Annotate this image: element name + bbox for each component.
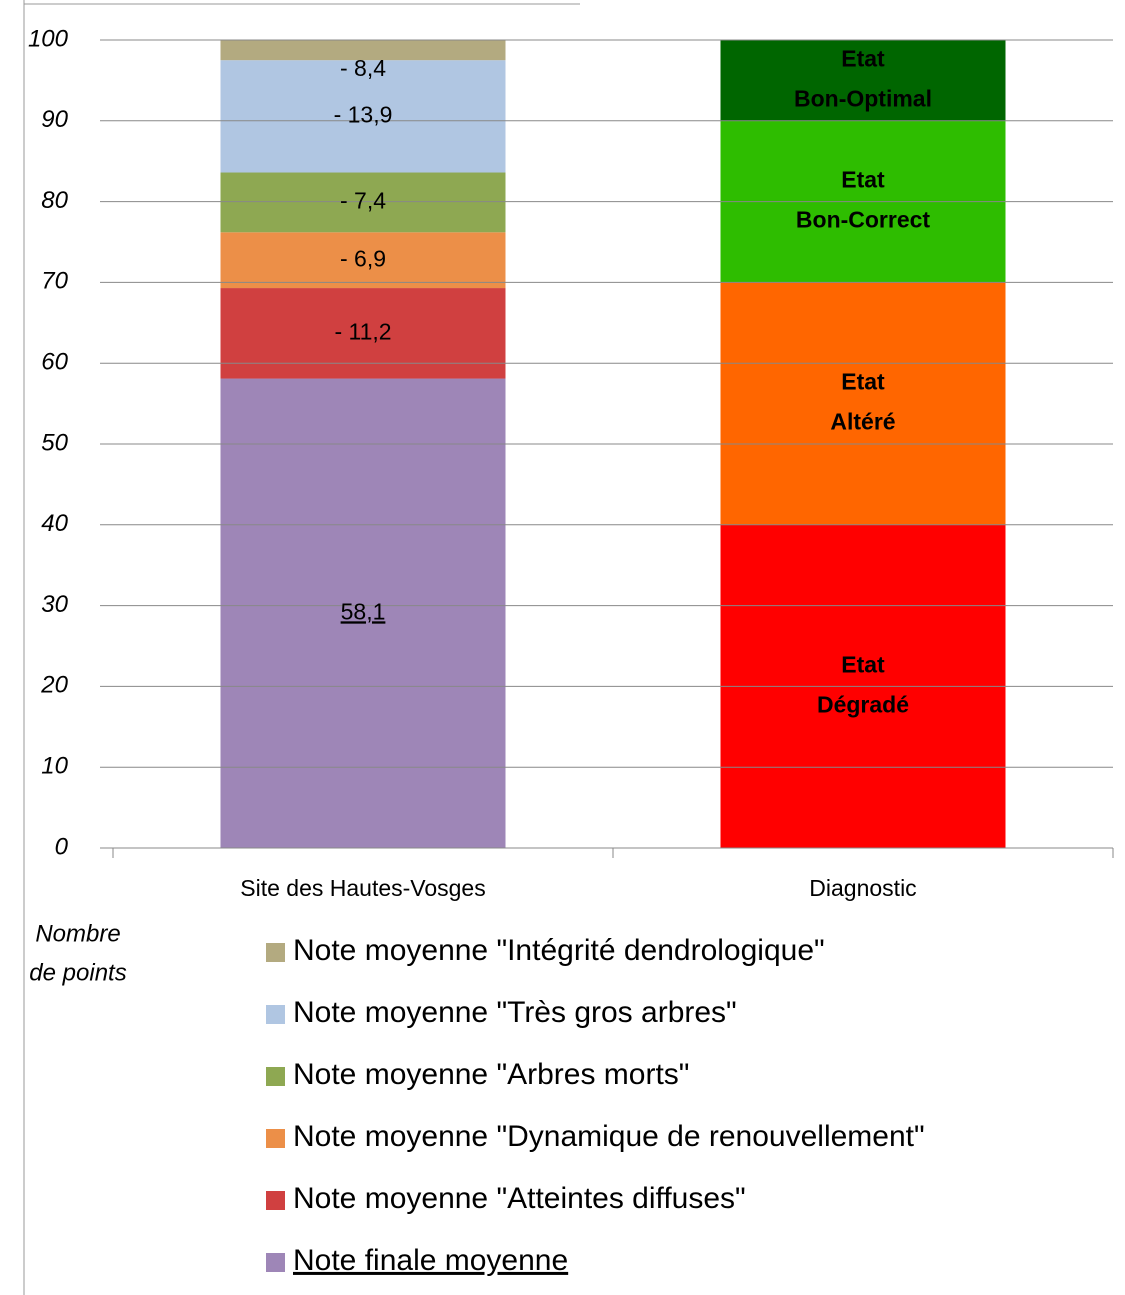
y-tick-label: 30	[41, 591, 68, 618]
zone-segment	[720, 40, 1006, 121]
zone-label: Etat	[841, 167, 885, 193]
zone-label: Bon-Optimal	[794, 85, 932, 111]
y-tick-label: 20	[40, 672, 68, 699]
data-label: - 11,2	[334, 318, 391, 344]
bar-segment	[220, 232, 506, 289]
legend-swatch	[266, 1129, 285, 1148]
y-tick-label: 40	[41, 510, 68, 537]
y-tick-label: 70	[41, 268, 68, 295]
y-axis-label: de points	[29, 959, 126, 986]
y-tick-label: 50	[41, 429, 68, 456]
y-axis-label: Nombre	[35, 920, 120, 947]
legend-swatch	[266, 1005, 285, 1024]
bar-segment	[220, 60, 506, 173]
data-label: - 13,9	[334, 101, 393, 127]
legend-label: Note moyenne "Très gros arbres"	[293, 996, 737, 1029]
zone-label: Bon-Correct	[796, 207, 931, 233]
legend-label: Note moyenne "Dynamique de renouvellemen…	[293, 1120, 925, 1153]
y-tick-label: 60	[41, 349, 68, 376]
y-tick-label: 100	[28, 25, 69, 52]
legend-swatch	[266, 943, 285, 962]
data-label: - 6,9	[340, 245, 386, 271]
legend-label: Note finale moyenne	[293, 1244, 568, 1277]
zone-segment	[720, 282, 1006, 525]
bar-segment	[220, 40, 506, 61]
bars	[220, 40, 1006, 848]
x-tick-label: Diagnostic	[809, 875, 916, 901]
zone-label: Etat	[841, 45, 885, 71]
legend-label: Note moyenne "Atteintes diffuses"	[293, 1182, 746, 1215]
x-tick-label: Site des Hautes-Vosges	[240, 875, 485, 901]
zone-label: Etat	[841, 369, 885, 395]
y-tick-label: 10	[41, 753, 68, 780]
data-label: 58,1	[341, 598, 386, 624]
data-label: - 8,4	[340, 55, 386, 81]
bar-segment	[220, 378, 506, 848]
zone-label: Altéré	[830, 409, 895, 435]
zone-label: Dégradé	[817, 691, 909, 717]
y-tick-label: 0	[55, 833, 69, 860]
legend-swatch	[266, 1067, 285, 1086]
legend-label: Note moyenne "Arbres morts"	[293, 1058, 689, 1091]
data-label: - 7,4	[340, 187, 386, 213]
legend-swatch	[266, 1191, 285, 1210]
y-tick-label: 80	[41, 187, 68, 214]
legend-swatch	[266, 1253, 285, 1272]
y-tick-label: 90	[41, 106, 68, 133]
bar-segment	[220, 172, 506, 233]
legend-label: Note moyenne "Intégrité dendrologique"	[293, 934, 825, 967]
zone-label: Etat	[841, 651, 885, 677]
